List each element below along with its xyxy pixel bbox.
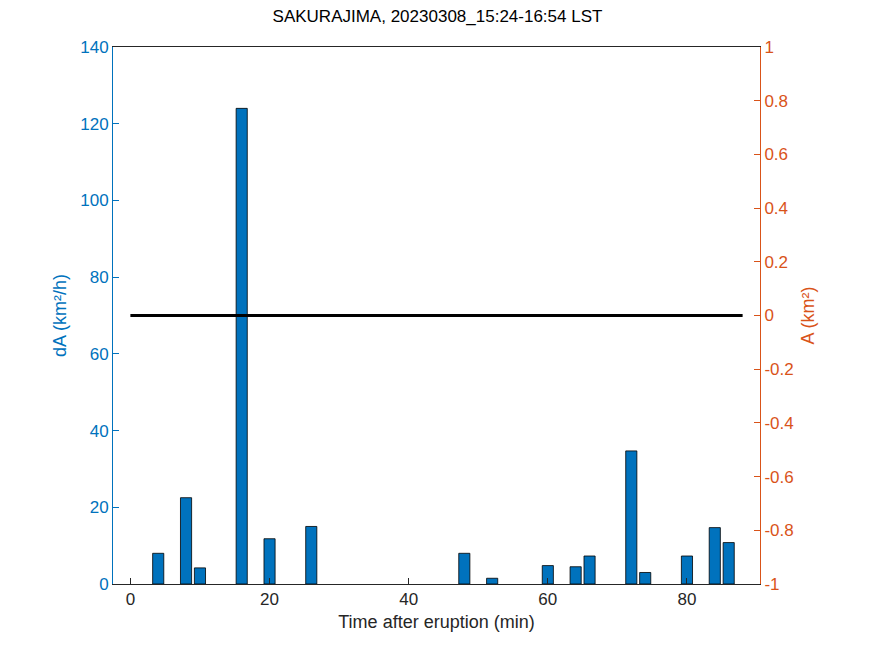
svg-text:SAKURAJIMA, 20230308_15:24-16:: SAKURAJIMA, 20230308_15:24-16:54 LST — [273, 7, 603, 26]
svg-text:20: 20 — [90, 498, 109, 517]
svg-text:20: 20 — [260, 590, 279, 609]
svg-text:0: 0 — [764, 306, 773, 325]
svg-text:80: 80 — [677, 590, 696, 609]
svg-text:0: 0 — [126, 590, 135, 609]
svg-text:40: 40 — [399, 590, 418, 609]
svg-text:0.8: 0.8 — [764, 92, 788, 111]
svg-text:80: 80 — [90, 268, 109, 287]
svg-text:-1: -1 — [764, 575, 779, 594]
svg-text:Time after eruption (min): Time after eruption (min) — [338, 612, 534, 632]
svg-text:0: 0 — [99, 575, 108, 594]
svg-text:-0.2: -0.2 — [764, 360, 793, 379]
svg-text:60: 60 — [538, 590, 557, 609]
svg-text:0.4: 0.4 — [764, 199, 788, 218]
svg-text:40: 40 — [90, 422, 109, 441]
svg-text:dA (km²/h): dA (km²/h) — [50, 274, 70, 357]
svg-text:-0.8: -0.8 — [764, 521, 793, 540]
svg-text:120: 120 — [80, 115, 108, 134]
svg-text:0.6: 0.6 — [764, 145, 788, 164]
svg-text:1: 1 — [764, 38, 773, 57]
svg-text:0.2: 0.2 — [764, 253, 788, 272]
svg-text:140: 140 — [80, 38, 108, 57]
svg-text:100: 100 — [80, 191, 108, 210]
svg-text:-0.6: -0.6 — [764, 468, 793, 487]
svg-text:A (km²): A (km²) — [798, 287, 818, 345]
svg-text:-0.4: -0.4 — [764, 414, 793, 433]
svg-text:60: 60 — [90, 345, 109, 364]
